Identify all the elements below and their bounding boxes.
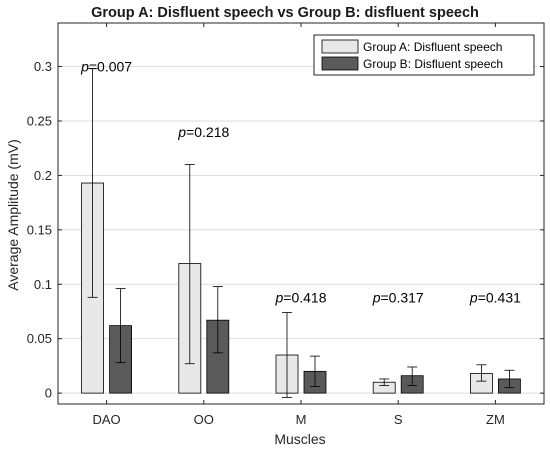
p-value-label: p=0.317 bbox=[372, 289, 424, 305]
error-bar bbox=[282, 312, 292, 398]
error-bars bbox=[87, 68, 515, 398]
p-value-label: p=0.418 bbox=[274, 289, 326, 305]
bars bbox=[81, 182, 521, 394]
y-tick-label: 0.25 bbox=[27, 113, 52, 128]
x-axis-label: Muscles bbox=[274, 431, 325, 447]
legend-swatch-group-a bbox=[321, 39, 359, 54]
legend: Group A: Disfluent speech Group B: Disfl… bbox=[313, 34, 535, 76]
y-tick-label: 0.1 bbox=[34, 277, 52, 292]
legend-swatch-group-b bbox=[321, 56, 359, 71]
y-tick-label: 0 bbox=[45, 386, 52, 401]
y-tick-label: 0.3 bbox=[34, 59, 52, 74]
y-tick-label: 0.05 bbox=[27, 331, 52, 346]
y-axis-ticks: 0 0.05 0.1 0.15 0.2 0.25 0.3 bbox=[27, 59, 544, 401]
p-value-label: p=0.431 bbox=[469, 289, 521, 305]
chart-title: Group A: Disfluent speech vs Group B: di… bbox=[91, 5, 479, 21]
x-tick-label: DAO bbox=[93, 412, 121, 427]
x-tick-label: M bbox=[296, 412, 307, 427]
error-bar bbox=[310, 355, 320, 387]
p-value-annotations: p=0.007 p=0.218 p=0.418 p=0.317 p=0.431 bbox=[80, 59, 521, 306]
error-bar bbox=[212, 286, 223, 354]
y-axis-label: Average Amplitude (mV) bbox=[5, 139, 21, 290]
y-tick-label: 0.2 bbox=[34, 168, 52, 183]
gridlines bbox=[58, 66, 544, 394]
x-tick-label: S bbox=[394, 412, 403, 427]
p-value-label: p=0.218 bbox=[177, 124, 229, 140]
p-value-label: p=0.007 bbox=[80, 59, 132, 75]
legend-label-group-b: Group B: Disfluent speech bbox=[363, 57, 503, 71]
error-bar bbox=[87, 68, 98, 298]
legend-label-group-a: Group A: Disfluent speech bbox=[363, 40, 502, 54]
x-tick-label: OO bbox=[194, 412, 214, 427]
error-bar bbox=[407, 366, 418, 386]
y-tick-label: 0.15 bbox=[27, 222, 52, 237]
error-bar bbox=[504, 369, 515, 389]
x-axis-ticks: DAO OO M S ZM bbox=[93, 23, 505, 427]
error-bar bbox=[476, 364, 487, 382]
error-bar bbox=[379, 378, 390, 386]
error-bar bbox=[184, 164, 195, 365]
error-bar bbox=[115, 288, 126, 364]
x-tick-label: ZM bbox=[486, 412, 505, 427]
